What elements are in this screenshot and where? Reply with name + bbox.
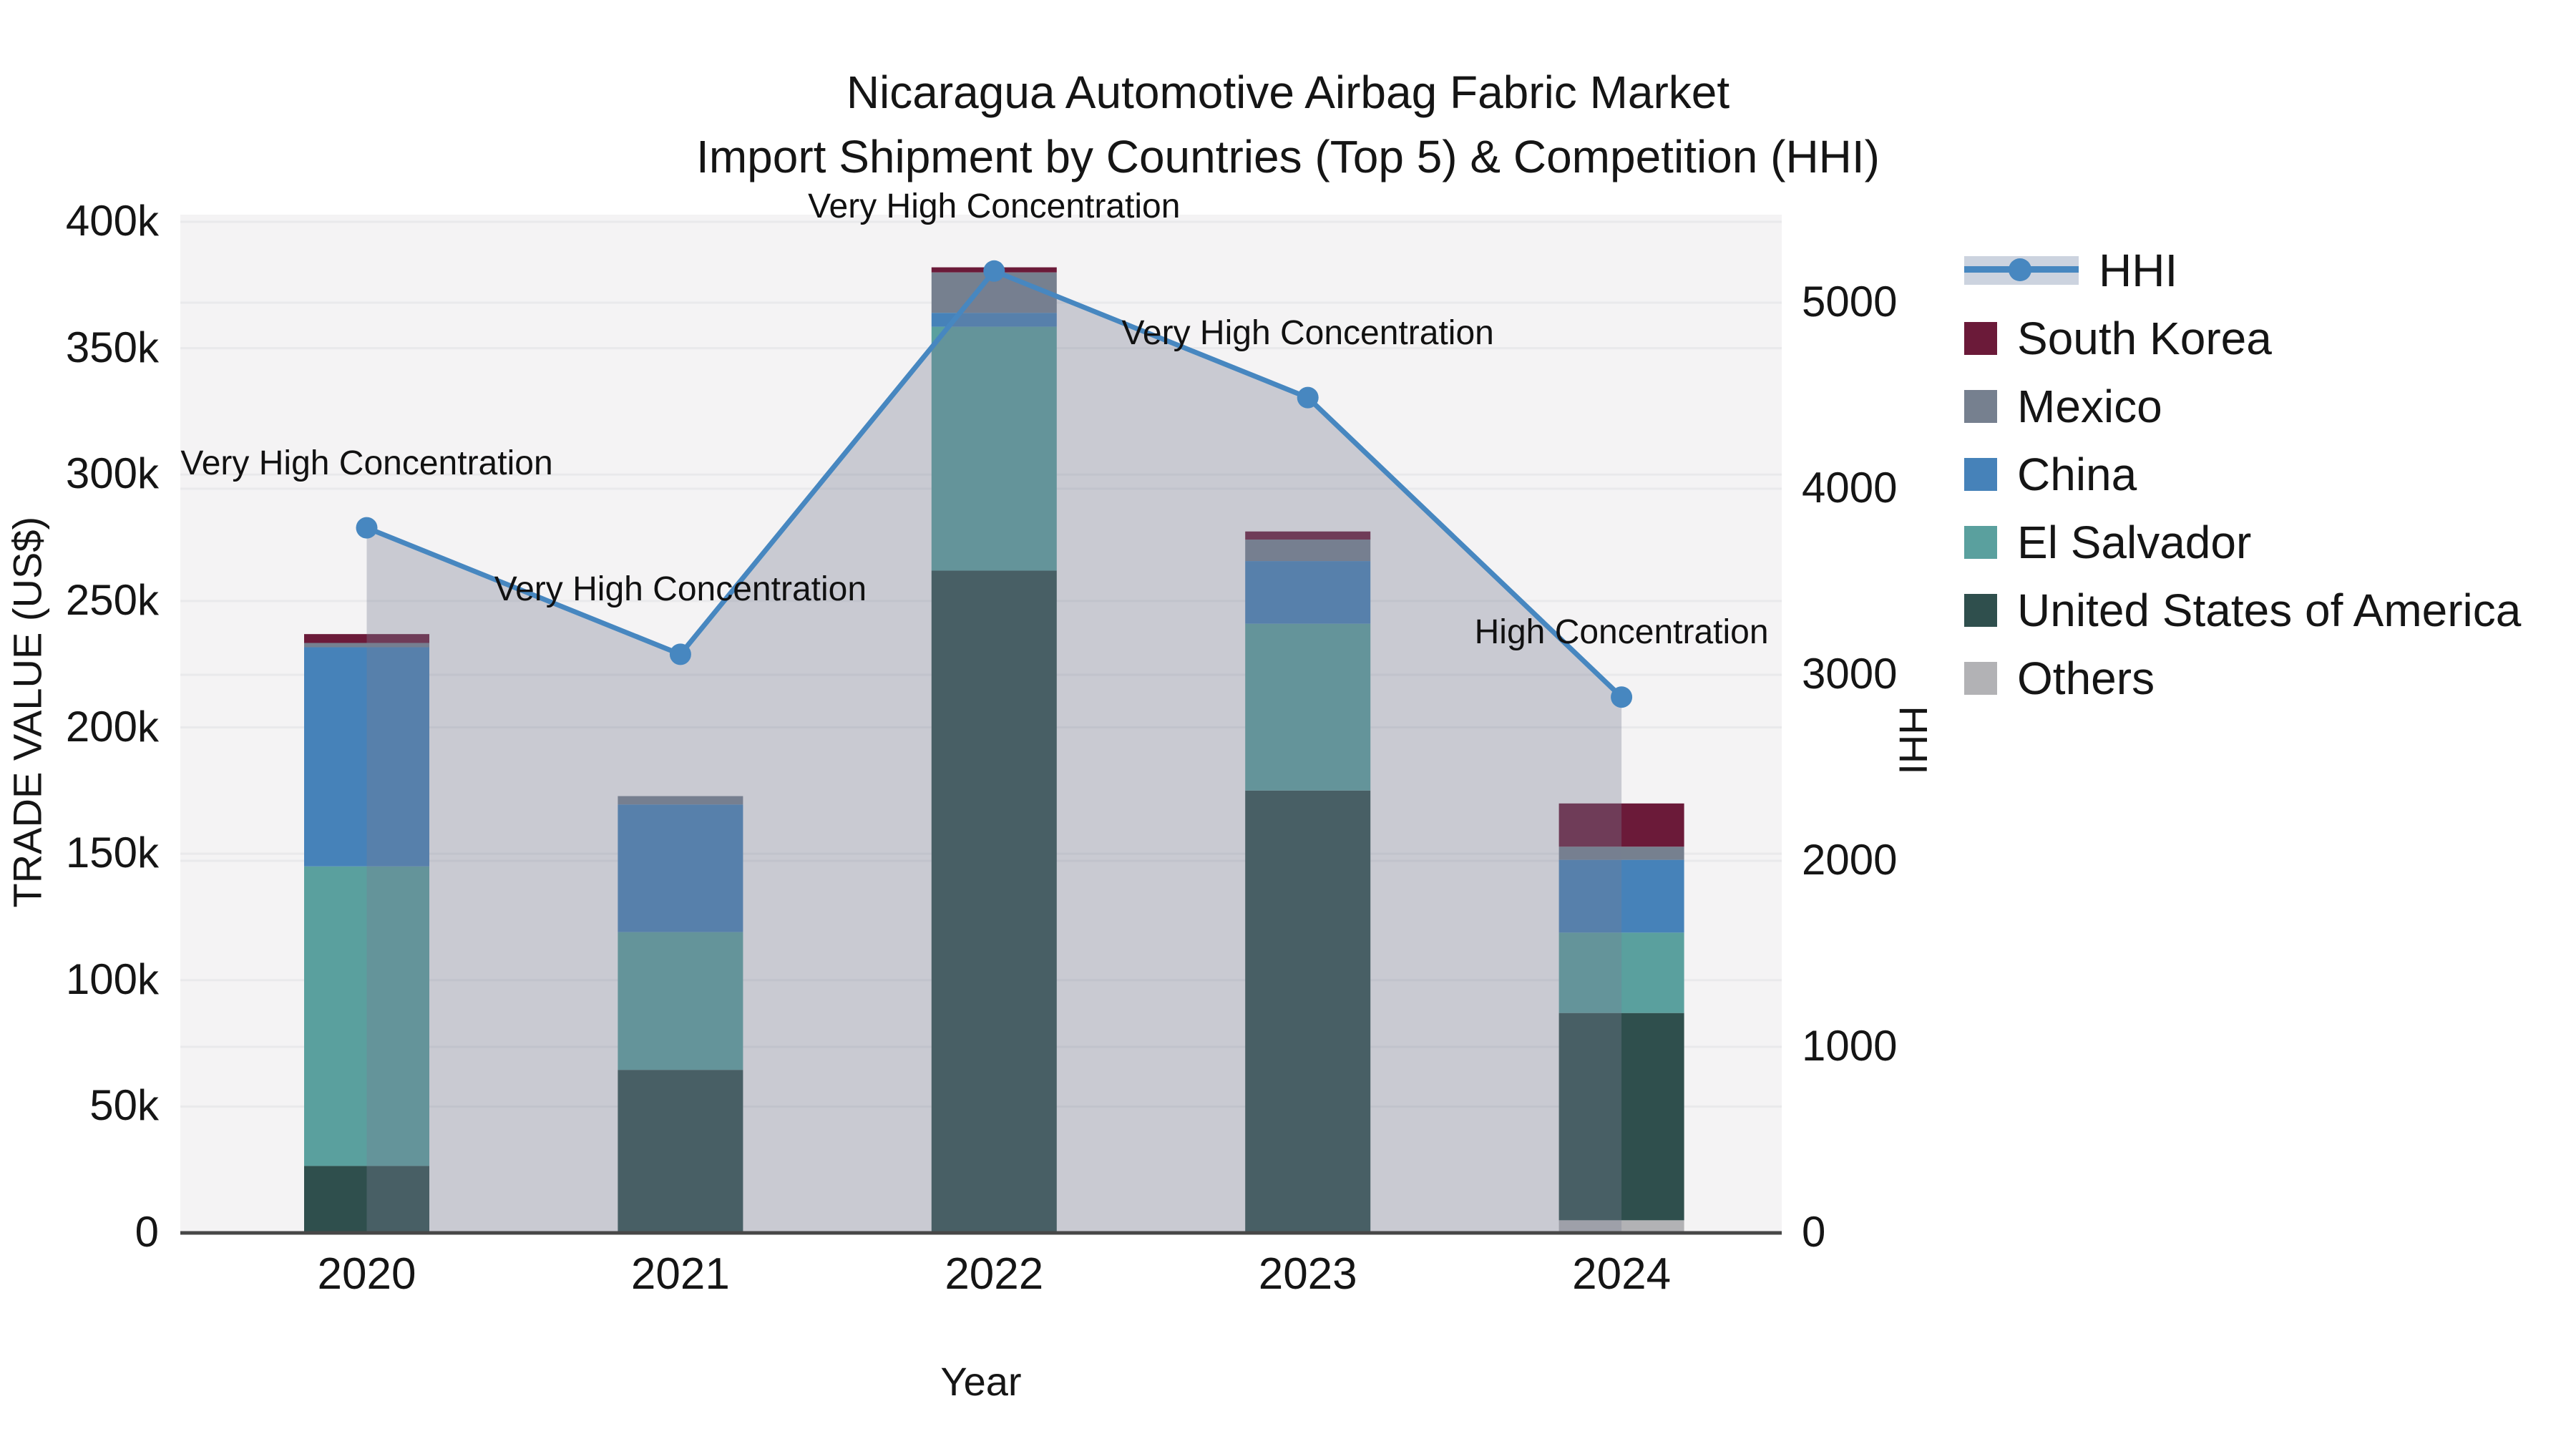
annotation-2024: High Concentration [1474,613,1769,652]
legend-item-china[interactable]: China [1964,440,2521,508]
legend-label: HHI [2099,244,2178,296]
legend-item-hhi[interactable]: HHI [1964,236,2521,304]
bar-segment-others-2024[interactable] [1558,1220,1684,1233]
bar-segment-el-salvador-2023[interactable] [1245,623,1371,791]
y-left-tick-100k: 100k [65,955,159,1003]
legend-swatch-icon [1964,525,1997,559]
bar-segment-united-states-of-america-2024[interactable] [1558,1013,1684,1221]
x-tick-2020: 2020 [317,1249,416,1299]
bar-segment-south-korea-2023[interactable] [1245,531,1371,540]
annotation-2022: Very High Concentration [808,187,1181,225]
legend-label: United States of America [2017,584,2522,636]
annotation-2021: Very High Concentration [494,570,867,609]
hhi-marker-2024[interactable] [1611,686,1633,708]
y-right-tick-1000: 1000 [1802,1022,1898,1070]
y-right-tick-4000: 4000 [1802,464,1898,512]
bar-segment-el-salvador-2020[interactable] [304,866,429,1166]
bar-segment-china-2022[interactable] [931,313,1057,327]
legend-swatch-icon [1964,457,1997,491]
legend-item-united-states-of-america[interactable]: United States of America [1964,576,2521,644]
legend-swatch-icon [1964,661,1997,695]
legend-item-mexico[interactable]: Mexico [1964,372,2521,440]
hhi-marker-2022[interactable] [983,260,1005,282]
legend-label: El Salvador [2017,516,2252,568]
legend-label: Others [2017,652,2155,704]
y-right-tick-0: 0 [1802,1208,1826,1256]
y-left-tick-200k: 200k [65,702,159,751]
y-right-tick-5000: 5000 [1802,278,1898,326]
bar-segment-mexico-2024[interactable] [1558,847,1684,860]
legend-swatch-icon [1964,389,1997,423]
chart-title-line2: Import Shipment by Countries (Top 5) & C… [696,131,1880,182]
x-tick-2024: 2024 [1572,1249,1672,1299]
x-tick-2022: 2022 [945,1249,1044,1299]
y-left-tick-0: 0 [135,1208,159,1256]
hhi-line-swatch-icon [1964,255,2079,285]
y-left-tick-150k: 150k [65,829,159,877]
hhi-marker-2020[interactable] [356,517,378,539]
bar-segment-china-2021[interactable] [618,804,743,932]
legend-label: Mexico [2017,380,2162,432]
legend-item-others[interactable]: Others [1964,644,2521,712]
bar-segment-china-2024[interactable] [1558,859,1684,933]
x-axis-title: Year [940,1359,1022,1404]
chart-title-line1: Nicaragua Automotive Airbag Fabric Marke… [846,67,1730,118]
bar-segment-united-states-of-america-2023[interactable] [1245,790,1371,1233]
y-left-tick-350k: 350k [65,323,159,371]
y-left-tick-300k: 300k [65,449,159,498]
legend-item-el-salvador[interactable]: El Salvador [1964,508,2521,576]
bar-segment-china-2020[interactable] [304,647,429,867]
legend-label: China [2017,448,2137,500]
bar-segment-el-salvador-2022[interactable] [931,326,1057,571]
hhi-marker-2021[interactable] [669,643,691,665]
bar-segment-el-salvador-2024[interactable] [1558,932,1684,1013]
y-right-tick-2000: 2000 [1802,836,1898,884]
legend-swatch-icon [1964,321,1997,355]
y-left-tick-50k: 50k [89,1081,159,1130]
bar-segment-el-salvador-2021[interactable] [618,932,743,1070]
bar-segment-mexico-2021[interactable] [618,796,743,805]
x-tick-2021: 2021 [630,1249,730,1299]
legend-label: South Korea [2017,312,2272,364]
legend-swatch-icon [1964,593,1997,627]
annotation-2020: Very High Concentration [180,444,553,482]
bar-segment-south-korea-2024[interactable] [1558,803,1684,847]
bar-segment-united-states-of-america-2021[interactable] [618,1070,743,1233]
bar-segment-china-2023[interactable] [1245,561,1371,624]
bar-segment-mexico-2023[interactable] [1245,540,1371,562]
x-tick-2023: 2023 [1258,1249,1357,1299]
bar-segment-south-korea-2020[interactable] [304,634,429,643]
legend-item-south-korea[interactable]: South Korea [1964,304,2521,372]
bar-segment-united-states-of-america-2020[interactable] [304,1166,429,1233]
bar-segment-mexico-2020[interactable] [304,643,429,648]
y-left-tick-400k: 400k [65,197,159,245]
y-right-tick-3000: 3000 [1802,650,1898,698]
hhi-marker-2023[interactable] [1297,386,1319,409]
bar-segment-united-states-of-america-2022[interactable] [931,570,1057,1233]
legend: HHI South Korea Mexico China El Salvador Unit… [1964,236,2521,712]
annotation-2023: Very High Concentration [1121,313,1494,352]
y-left-tick-250k: 250k [65,575,159,624]
hhi-area-fill [366,270,1622,1233]
